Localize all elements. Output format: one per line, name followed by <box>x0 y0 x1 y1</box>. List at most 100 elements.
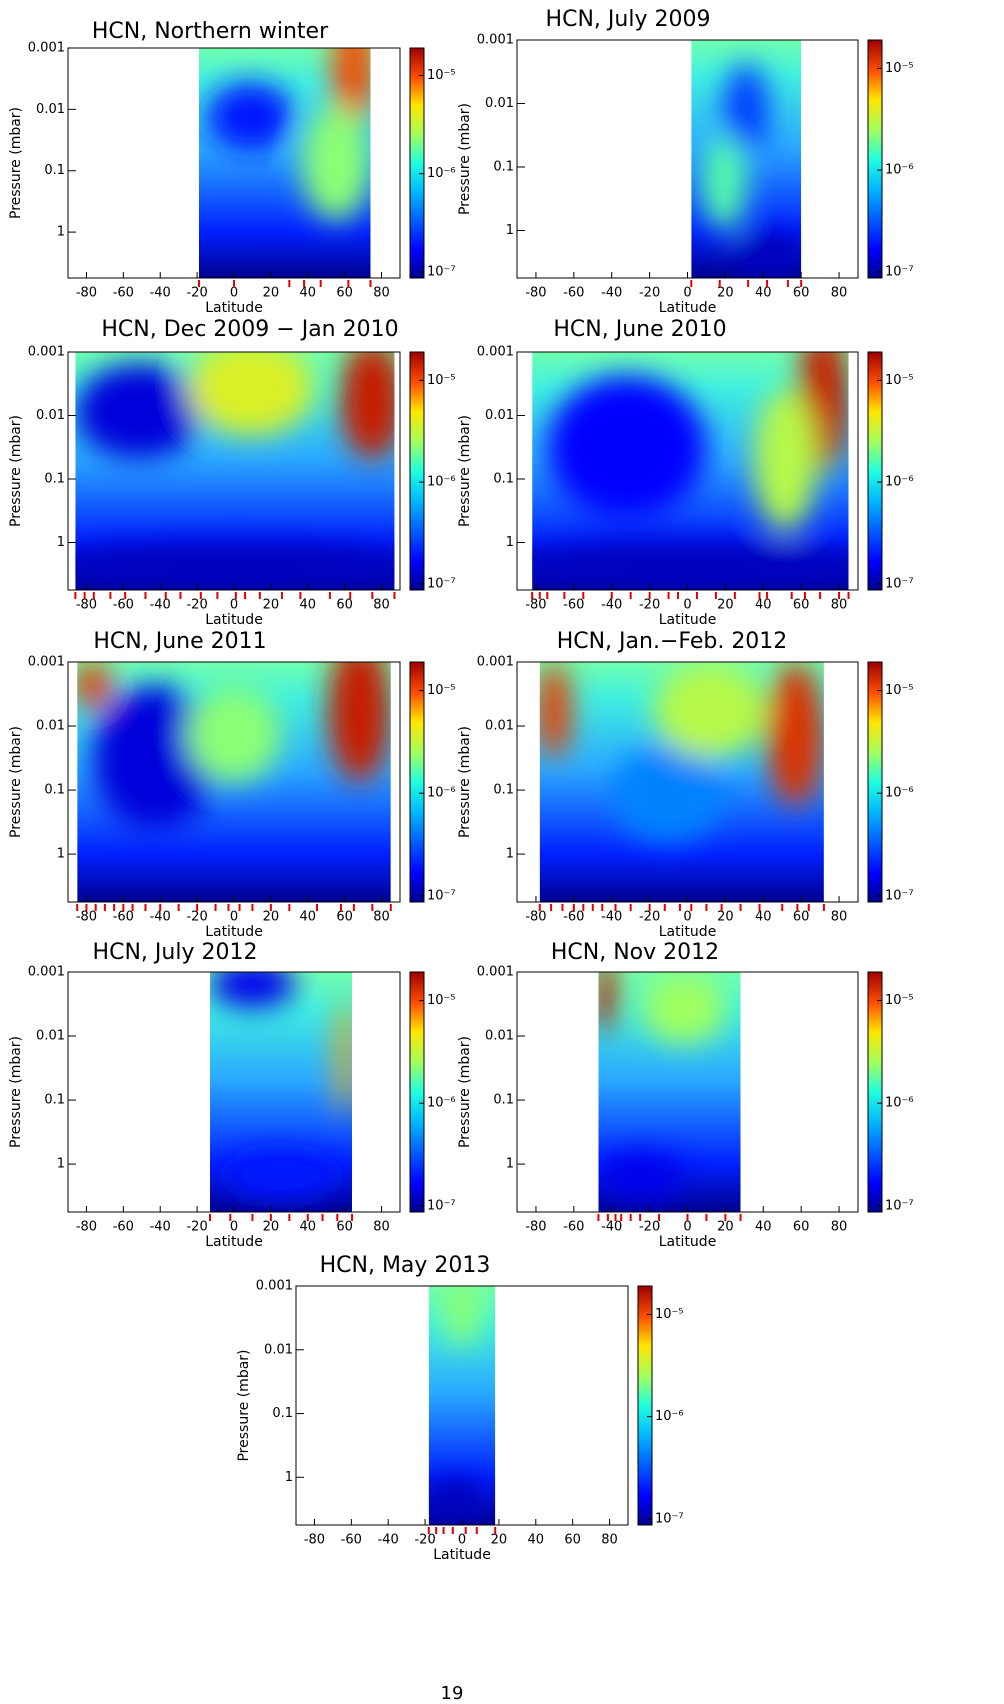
x-tick-label: -60 <box>563 1220 584 1235</box>
y-tick-label: 0.01 <box>485 719 514 734</box>
field-blob <box>735 230 802 278</box>
x-tick-label: 0 <box>683 286 691 301</box>
x-tick-label: 0 <box>230 598 238 613</box>
x-tick-label: -20 <box>639 910 660 925</box>
panel: HCN, Nov 2012 Latitude Pressure (mbar) -80 -… <box>457 940 914 1250</box>
field <box>532 352 849 590</box>
colorbar-tick-label: 10⁻⁷ <box>427 265 456 280</box>
field-blob <box>442 1286 482 1346</box>
colorbar-tick-label: 10⁻⁵ <box>655 1307 684 1322</box>
x-tick-label: -40 <box>378 1533 399 1548</box>
y-tick-label: 0.1 <box>272 1406 293 1421</box>
y-tick-label: 1 <box>57 1157 65 1172</box>
x-tick-label: 80 <box>373 598 390 613</box>
field-structure <box>428 1286 482 1525</box>
colorbar-tick-label: 10⁻⁵ <box>427 373 456 388</box>
x-axis-label: Latitude <box>433 1547 491 1563</box>
x-tick-label: -20 <box>639 286 660 301</box>
y-tick-label: 0.001 <box>28 41 65 56</box>
y-tick-label: 0.001 <box>28 655 65 670</box>
panel: HCN, Jan.−Feb. 2012 Latitude Pressure (mba… <box>457 629 914 940</box>
x-tick-label: 60 <box>793 286 810 301</box>
y-tick-label: 0.001 <box>477 655 514 670</box>
x-tick-label: 20 <box>491 1533 508 1548</box>
colorbar-tick-label: 10⁻⁶ <box>427 786 456 801</box>
field <box>77 662 391 902</box>
colorbar-tick-label: 10⁻⁶ <box>885 786 914 801</box>
field-blob <box>610 746 725 842</box>
y-tick-label: 0.001 <box>477 33 514 48</box>
field <box>539 662 824 902</box>
field-blob <box>753 387 817 531</box>
y-tick-label: 0.1 <box>44 783 65 798</box>
x-tick-label: 0 <box>230 286 238 301</box>
panel: HCN, July 2012 Latitude Pressure (mbar) -80… <box>8 940 456 1250</box>
panel: HCN, July 2009 Latitude Pressure (mbar) -80… <box>457 7 914 316</box>
y-axis-label: Pressure (mbar) <box>457 103 473 215</box>
colorbar-tick-label: 10⁻⁵ <box>885 61 914 76</box>
field-structure <box>77 662 391 830</box>
field-blob <box>767 662 824 806</box>
y-tick-label: 0.01 <box>36 1029 65 1044</box>
colorbar-tick-label: 10⁻⁵ <box>427 683 456 698</box>
y-tick-label: 0.1 <box>493 1093 514 1108</box>
field <box>210 972 353 1212</box>
y-tick-label: 0.001 <box>256 1279 293 1294</box>
colorbar-tick-label: 10⁻⁶ <box>885 163 914 178</box>
y-tick-label: 0.001 <box>28 345 65 360</box>
x-tick-label: 80 <box>373 286 390 301</box>
y-tick-label: 1 <box>57 225 65 240</box>
x-tick-label: -80 <box>525 910 546 925</box>
colorbar-tick-label: 10⁻⁷ <box>885 264 914 279</box>
field-structure <box>207 48 371 221</box>
x-tick-label: -80 <box>525 1220 546 1235</box>
panel: HCN, Dec 2009 − Jan 2010 Latitude Pressure… <box>8 317 456 628</box>
x-tick-label: 0 <box>230 1220 238 1235</box>
x-tick-label: -60 <box>563 286 584 301</box>
colorbar-tick-label: 10⁻⁶ <box>427 475 456 490</box>
panel-title: HCN, June 2011 <box>93 629 266 654</box>
x-axis-label: Latitude <box>659 924 717 940</box>
field-structure <box>702 63 802 278</box>
colorbar <box>867 39 883 279</box>
x-tick-label: 0 <box>458 1533 466 1548</box>
x-tick-label: -40 <box>150 598 171 613</box>
field <box>598 972 741 1212</box>
x-tick-label: -60 <box>113 598 134 613</box>
y-tick-label: 0.1 <box>44 471 65 486</box>
field-structure <box>539 662 824 842</box>
panel-title: HCN, Jan.−Feb. 2012 <box>557 629 788 654</box>
field-blob <box>210 972 296 1008</box>
field-structure <box>210 972 353 1200</box>
y-tick-label: 0.001 <box>28 965 65 980</box>
axes-frame <box>516 39 859 279</box>
x-tick-label: 20 <box>717 286 734 301</box>
colorbar-tick-label: 10⁻⁶ <box>885 1096 914 1111</box>
x-tick-label: 80 <box>831 286 848 301</box>
panel: HCN, June 2010 Latitude Pressure (mbar) -80… <box>457 317 914 628</box>
field-blob <box>598 1152 684 1200</box>
x-tick-label: -20 <box>414 1533 435 1548</box>
colorbar-tick-label: 10⁻⁶ <box>655 1409 684 1424</box>
y-tick-label: 0.1 <box>44 1093 65 1108</box>
x-tick-label: 0 <box>683 1220 691 1235</box>
panel-title: HCN, July 2012 <box>93 940 258 965</box>
x-tick-label: -80 <box>76 286 97 301</box>
x-tick-label: 40 <box>755 1220 772 1235</box>
x-tick-label: -40 <box>150 1220 171 1235</box>
x-tick-label: 20 <box>263 910 280 925</box>
field-blob <box>653 662 768 758</box>
x-tick-label: 60 <box>793 598 810 613</box>
field-blob <box>340 352 395 460</box>
field-blob <box>328 662 391 782</box>
x-tick-label: 0 <box>683 598 691 613</box>
x-tick-label: -20 <box>186 1220 207 1235</box>
panel: HCN, May 2013 Latitude Pressure (mbar) -80 -… <box>236 1253 684 1563</box>
field-blob <box>539 662 571 758</box>
y-axis-label: Pressure (mbar) <box>457 726 473 838</box>
y-tick-label: 1 <box>57 847 65 862</box>
colorbar <box>867 971 883 1213</box>
x-tick-label: -40 <box>601 598 622 613</box>
x-axis-label: Latitude <box>205 924 263 940</box>
